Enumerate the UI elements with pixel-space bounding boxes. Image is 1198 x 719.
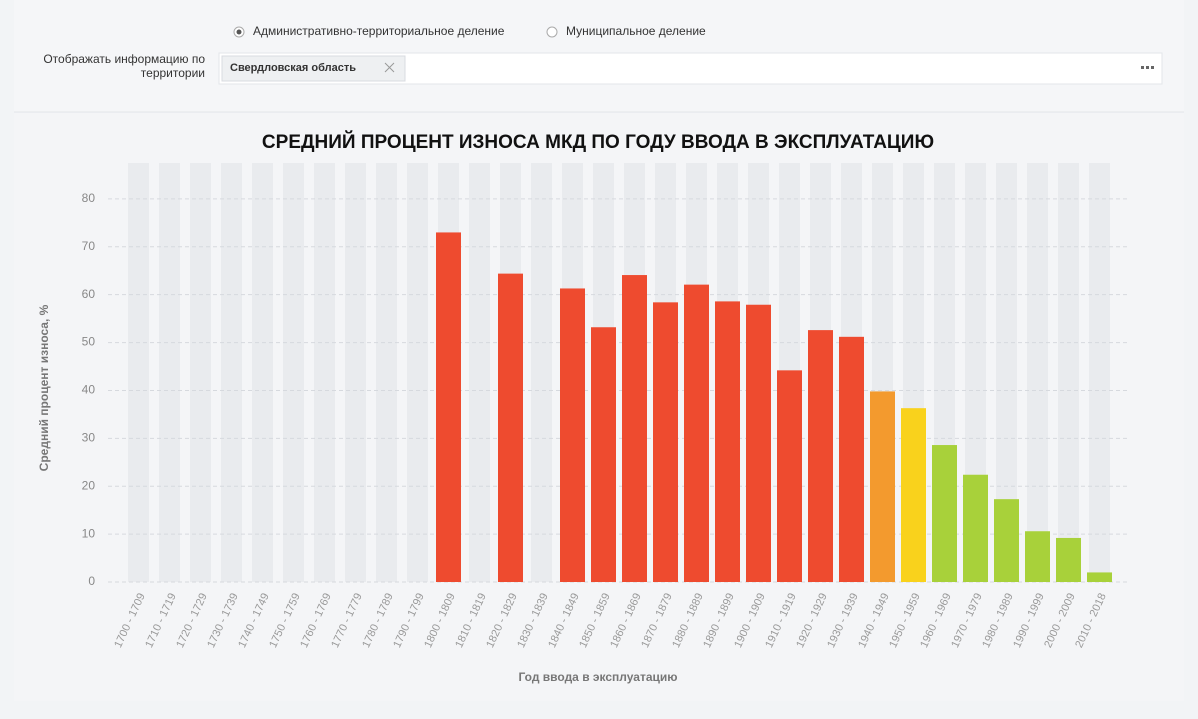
bar [870, 391, 895, 582]
bar [963, 474, 988, 582]
y-tick-label: 10 [82, 526, 96, 540]
filter-label: территории [141, 66, 205, 80]
bar [808, 330, 833, 582]
more-icon[interactable] [1141, 66, 1154, 69]
y-tick-label: 40 [82, 383, 96, 397]
chip [221, 55, 406, 82]
bar [715, 301, 740, 582]
bar [839, 336, 864, 582]
y-tick-label: 20 [82, 478, 96, 492]
y-tick-label: 70 [82, 239, 96, 253]
bar [932, 445, 957, 582]
bar [1087, 572, 1112, 582]
bar [622, 275, 647, 582]
column-stripe [996, 163, 1017, 582]
y-tick-label: 0 [88, 574, 95, 588]
column-stripe [469, 163, 490, 582]
bar [436, 232, 461, 583]
bar [684, 284, 709, 582]
column-stripe [1027, 163, 1048, 582]
column-stripe [190, 163, 211, 582]
y-axis-title: Средний процент износа, % [37, 304, 51, 471]
column-stripe [128, 163, 149, 582]
bar [901, 408, 926, 582]
column-stripe [376, 163, 397, 582]
radio-label[interactable]: Административно-территориальное деление [253, 24, 505, 38]
y-tick-label: 30 [82, 431, 96, 445]
chip-remove[interactable] [384, 62, 395, 73]
bar [1025, 531, 1050, 582]
column-stripe [221, 163, 242, 582]
column-stripe [407, 163, 428, 582]
column-stripe [345, 163, 366, 582]
chip-label: Свердловская область [230, 62, 356, 74]
column-stripe [159, 163, 180, 582]
bar [591, 327, 616, 582]
x-axis-title: Год ввода в эксплуатацию [518, 670, 677, 684]
radio[interactable] [546, 26, 558, 38]
column-stripe [1089, 163, 1110, 582]
column-stripe [283, 163, 304, 582]
bar [777, 370, 802, 582]
column-stripe [314, 163, 335, 582]
bar [560, 288, 585, 582]
bar [746, 304, 771, 582]
chart-title: СРЕДНИЙ ПРОЦЕНТ ИЗНОСА МКД ПО ГОДУ ВВОДА… [262, 131, 934, 153]
column-stripe [531, 163, 552, 582]
filter-label: Отображать информацию по [43, 52, 205, 66]
bar [1056, 537, 1081, 582]
y-tick-label: 60 [82, 287, 96, 301]
column-stripe [252, 163, 273, 582]
y-tick-label: 50 [82, 335, 96, 349]
radio-label[interactable]: Муниципальное деление [566, 24, 706, 38]
bar [994, 499, 1019, 582]
bar [653, 302, 678, 582]
y-tick-label: 80 [82, 191, 96, 205]
bar [498, 273, 523, 582]
radio-dot [236, 29, 242, 35]
column-stripe [1058, 163, 1079, 582]
